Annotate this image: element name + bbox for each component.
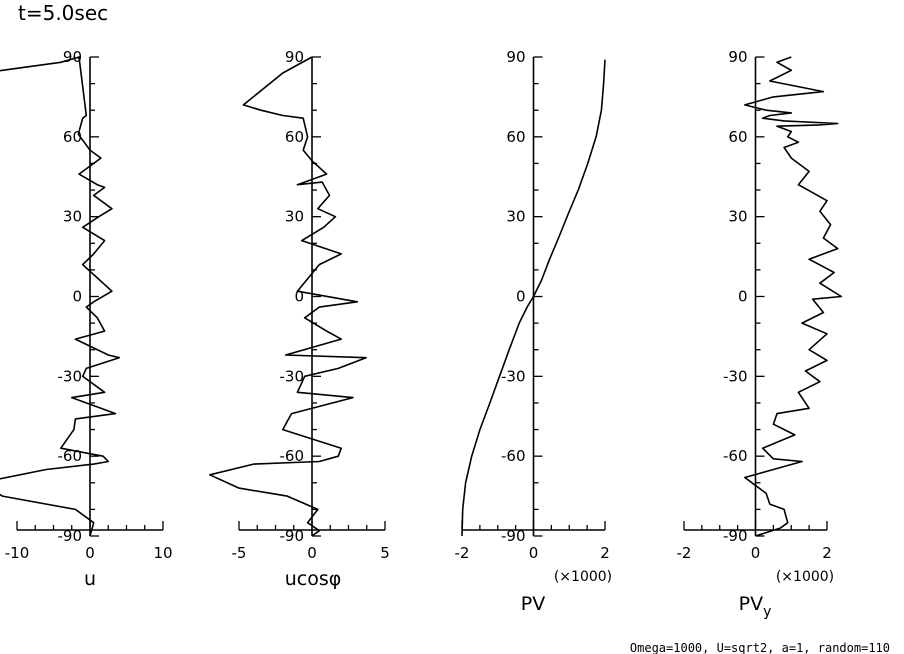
y-tick-label: 30 bbox=[728, 208, 747, 226]
y-tick-label: -30 bbox=[280, 367, 305, 385]
footer-parameters: Omega=1000, U=sqrt2, a=1, random=110 bbox=[630, 641, 890, 654]
x-axis-label: ucosφ bbox=[285, 568, 342, 590]
y-tick-label: -90 bbox=[501, 527, 526, 545]
y-tick-label: 0 bbox=[516, 288, 526, 306]
x-tick-label: 0 bbox=[529, 544, 539, 562]
y-tick-label: -30 bbox=[501, 367, 526, 385]
x-multiplier-label: (×1000) bbox=[554, 569, 612, 585]
y-tick-label: 30 bbox=[63, 208, 82, 226]
x-multiplier-label: (×1000) bbox=[776, 569, 834, 585]
y-tick-label: -60 bbox=[58, 447, 83, 465]
panel-pv: -90 -60 -30 0 30 60 90 -2 0 2 (×1000) PV bbox=[455, 48, 613, 615]
x-axis-label: PV bbox=[521, 593, 545, 615]
series-line-ucosφ bbox=[209, 56, 367, 537]
y-tick-label: 60 bbox=[63, 128, 82, 146]
x-tick-label: -10 bbox=[5, 544, 30, 562]
y-tick-label: -90 bbox=[280, 527, 305, 545]
y-tick-label: -60 bbox=[501, 447, 526, 465]
y-tick-label: 60 bbox=[285, 128, 304, 146]
y-tick-label: -60 bbox=[280, 447, 305, 465]
y-tick-label: -30 bbox=[723, 367, 748, 385]
x-tick-label: 0 bbox=[751, 544, 761, 562]
panel-ucosphi: -90 -60 -30 0 30 60 90 -5 0 5 ucosφ bbox=[209, 48, 390, 590]
x-axis-label: u bbox=[84, 568, 96, 590]
panel-pvy: -90 -60 -30 0 30 60 90 -2 0 2 (×1000)PVy bbox=[677, 48, 843, 620]
y-tick-label: 90 bbox=[506, 48, 525, 66]
x-tick-label: 10 bbox=[153, 544, 172, 562]
y-tick-label: 0 bbox=[294, 288, 304, 306]
y-tick-label: 30 bbox=[506, 208, 525, 226]
series-line-u bbox=[0, 56, 120, 537]
figure-title: t=5.0sec bbox=[18, 1, 108, 25]
y-tick-label: 60 bbox=[506, 128, 525, 146]
x-tick-label: 5 bbox=[380, 544, 390, 562]
x-tick-label: -5 bbox=[232, 544, 247, 562]
x-tick-label: 0 bbox=[307, 544, 317, 562]
x-axis-label: PVy bbox=[739, 593, 772, 620]
x-tick-label: 0 bbox=[85, 544, 95, 562]
y-tick-label: 30 bbox=[285, 208, 304, 226]
y-tick-label: 0 bbox=[72, 288, 82, 306]
x-tick-label: 2 bbox=[600, 544, 610, 562]
y-tick-label: -90 bbox=[58, 527, 83, 545]
y-tick-label: 90 bbox=[285, 48, 304, 66]
y-tick-label: 90 bbox=[728, 48, 747, 66]
y-tick-label: -60 bbox=[723, 447, 748, 465]
x-tick-label: -2 bbox=[677, 544, 692, 562]
panel-u: -90 -60 -30 0 30 60 90 -10 0 10 u bbox=[0, 48, 173, 590]
x-tick-label: 2 bbox=[822, 544, 832, 562]
x-tick-label: -2 bbox=[455, 544, 470, 562]
y-tick-label: 0 bbox=[738, 288, 748, 306]
y-tick-label: 90 bbox=[63, 48, 82, 66]
y-tick-label: -30 bbox=[58, 367, 83, 385]
y-tick-label: -90 bbox=[723, 527, 748, 545]
y-tick-label: 60 bbox=[728, 128, 747, 146]
series-line-PVy bbox=[744, 56, 843, 537]
